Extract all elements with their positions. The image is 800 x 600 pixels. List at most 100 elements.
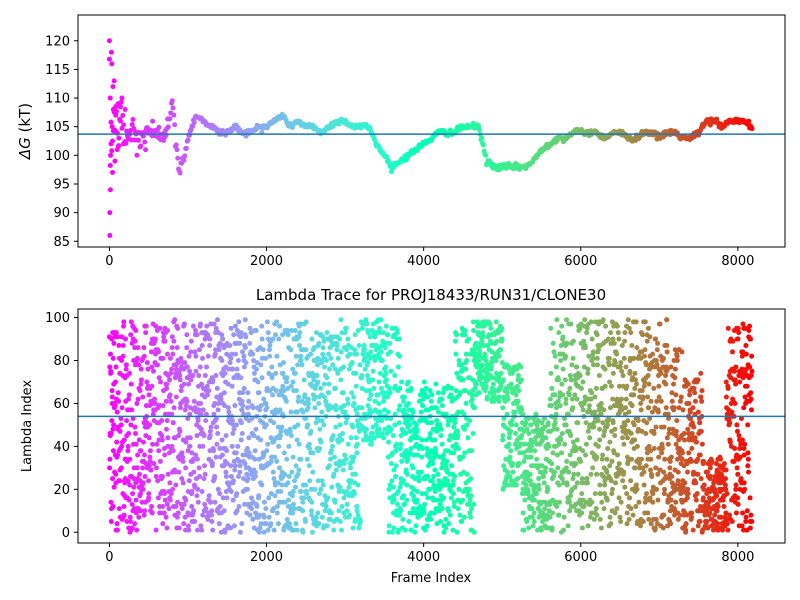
lambda-point bbox=[490, 381, 496, 387]
lambda-point bbox=[610, 486, 616, 492]
lambda-point bbox=[159, 473, 165, 479]
lambda-point bbox=[190, 456, 196, 462]
lambda-trace-panel: Lambda Trace for PROJ18433/RUN31/CLONE30… bbox=[20, 286, 786, 586]
delta-g-point bbox=[135, 137, 141, 143]
lambda-point bbox=[397, 446, 403, 452]
lambda-point bbox=[271, 506, 277, 512]
lambda-point bbox=[595, 418, 601, 424]
lambda-point bbox=[701, 482, 707, 488]
lambda-point bbox=[548, 325, 554, 331]
lambda-point bbox=[114, 527, 120, 533]
lambda-point bbox=[597, 482, 603, 488]
lambda-point bbox=[577, 373, 583, 379]
lambda-point bbox=[234, 366, 240, 372]
lambda-point bbox=[573, 461, 579, 467]
lambda-point bbox=[417, 392, 423, 398]
lambda-point bbox=[379, 358, 385, 364]
lambda-point bbox=[320, 334, 326, 340]
delta-g-point bbox=[108, 49, 114, 55]
lambda-point bbox=[513, 482, 519, 488]
lambda-point bbox=[154, 441, 160, 447]
lambda-point bbox=[290, 454, 296, 460]
lambda-point bbox=[571, 471, 577, 477]
lambda-point bbox=[745, 450, 751, 456]
lambda-point bbox=[253, 510, 259, 516]
lambda-point bbox=[115, 452, 121, 458]
lambda-point bbox=[610, 336, 616, 342]
lambda-point bbox=[176, 525, 182, 531]
lambda-point bbox=[354, 504, 360, 510]
lambda-point bbox=[408, 446, 414, 452]
lambda-point bbox=[605, 446, 611, 452]
lambda-point bbox=[507, 454, 513, 460]
lambda-point bbox=[197, 321, 203, 327]
lambda-point bbox=[566, 469, 572, 475]
lambda-point bbox=[350, 525, 356, 531]
lambda-point bbox=[568, 493, 574, 499]
lambda-point bbox=[318, 439, 324, 445]
lambda-point bbox=[607, 463, 613, 469]
lambda-point bbox=[117, 478, 123, 484]
lambda-point bbox=[681, 431, 687, 437]
x-tick-label: 6000 bbox=[564, 254, 597, 269]
lambda-point bbox=[525, 488, 531, 494]
lambda-point bbox=[461, 514, 467, 520]
lambda-point bbox=[564, 340, 570, 346]
lambda-point bbox=[594, 454, 600, 460]
lambda-point bbox=[748, 336, 754, 342]
lambda-point bbox=[410, 493, 416, 499]
lambda-point bbox=[671, 405, 677, 411]
lambda-point bbox=[330, 362, 336, 368]
lambda-point bbox=[414, 428, 420, 434]
lambda-point bbox=[674, 358, 680, 364]
lambda-point bbox=[116, 342, 122, 348]
lambda-point bbox=[727, 512, 733, 518]
lambda-point bbox=[526, 415, 532, 421]
lambda-point bbox=[550, 450, 556, 456]
lambda-point bbox=[252, 456, 258, 462]
lambda-point bbox=[592, 394, 598, 400]
x-tick-label: 8000 bbox=[721, 550, 754, 565]
lambda-point bbox=[527, 478, 533, 484]
lambda-point bbox=[484, 394, 490, 400]
lambda-trace-y-axis-label: Lambda Index bbox=[20, 380, 35, 473]
lambda-point bbox=[640, 519, 646, 525]
delta-g-point bbox=[107, 233, 113, 239]
lambda-point bbox=[614, 351, 620, 357]
lambda-point bbox=[351, 454, 357, 460]
lambda-point bbox=[375, 418, 381, 424]
lambda-point bbox=[169, 345, 175, 351]
lambda-point bbox=[315, 478, 321, 484]
lambda-point bbox=[147, 448, 153, 454]
lambda-point bbox=[166, 506, 172, 512]
lambda-point bbox=[445, 508, 451, 514]
lambda-point bbox=[531, 519, 537, 525]
lambda-point bbox=[389, 529, 395, 535]
lambda-point bbox=[433, 381, 439, 387]
lambda-point bbox=[500, 405, 506, 411]
lambda-point bbox=[209, 461, 215, 467]
lambda-point bbox=[192, 349, 198, 355]
lambda-point bbox=[120, 342, 126, 348]
lambda-point bbox=[432, 510, 438, 516]
lambda-point bbox=[189, 450, 195, 456]
lambda-point bbox=[133, 327, 139, 333]
lambda-point bbox=[535, 418, 541, 424]
lambda-point bbox=[340, 467, 346, 473]
lambda-point bbox=[691, 385, 697, 391]
lambda-point bbox=[528, 454, 534, 460]
lambda-point bbox=[748, 407, 754, 413]
lambda-point bbox=[455, 428, 461, 434]
lambda-point bbox=[128, 332, 134, 338]
lambda-point bbox=[118, 465, 124, 471]
lambda-point bbox=[622, 484, 628, 490]
x-tick-label: 0 bbox=[105, 550, 113, 565]
lambda-point bbox=[228, 525, 234, 531]
delta-g-point bbox=[110, 170, 116, 176]
lambda-point bbox=[507, 473, 513, 479]
lambda-point bbox=[626, 325, 632, 331]
lambda-point bbox=[292, 327, 298, 333]
lambda-point bbox=[470, 431, 476, 437]
lambda-point bbox=[454, 332, 460, 338]
lambda-point bbox=[592, 491, 598, 497]
